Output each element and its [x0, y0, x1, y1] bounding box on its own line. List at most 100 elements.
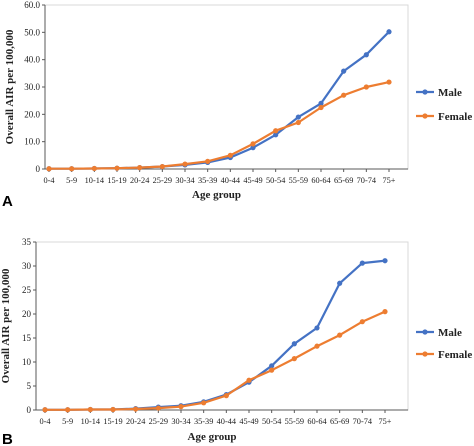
chart-2-data-point-female — [178, 404, 184, 410]
chart-2-series-line-male — [45, 259, 386, 411]
chart-1-data-point-female — [363, 84, 369, 90]
chart-1-y-tick-label: 30.0 — [24, 82, 40, 92]
chart-1-y-tick-label: 20.0 — [24, 109, 40, 119]
chart-2-legend-marker-female — [422, 351, 428, 357]
chart-2-data-point-female — [155, 405, 161, 411]
chart-2-x-tick-label: 50-54 — [262, 417, 282, 426]
chart-1-data-point-female — [114, 165, 120, 171]
chart-2-x-tick-label: 25-29 — [149, 417, 168, 426]
chart-2-y-tick-label: 10 — [22, 357, 32, 367]
chart-1-y-axis-label: Overall AIR per 100,000 — [4, 29, 16, 144]
chart-2-x-tick-label: 20-24 — [126, 417, 146, 426]
chart-1-x-tick-label: 20-24 — [130, 176, 150, 185]
chart-2-y-tick-label: 15 — [22, 333, 32, 343]
chart-2-x-tick-label: 15-19 — [103, 417, 122, 426]
chart-2-panel-label: B — [2, 431, 13, 446]
chart-2-x-tick-label: 75+ — [379, 417, 392, 426]
chart-2-x-tick-label: 65-69 — [330, 417, 349, 426]
chart-1-data-point-female — [69, 166, 75, 172]
chart-1-x-tick-label: 5-9 — [66, 176, 77, 185]
chart-2-data-point-female — [223, 393, 229, 399]
chart-1-data-point-male — [363, 52, 369, 58]
chart-2-data-point-male — [382, 258, 388, 264]
chart-2-legend-label-male: Male — [438, 327, 462, 339]
chart-1-data-point-female — [159, 163, 165, 170]
chart-1-data-point-female — [46, 166, 52, 172]
chart-1-plot-frame — [44, 4, 409, 170]
chart-2-x-axis-label: Age group — [188, 431, 237, 443]
chart-1-legend-label-male: Male — [438, 87, 462, 99]
chart-2-x-tick-label: 55-59 — [285, 417, 304, 426]
chart-2-y-tick-label: 0 — [27, 405, 32, 415]
chart-2-legend-label-female: Female — [438, 349, 472, 361]
chart-1-y-tick-label: 40.0 — [24, 55, 40, 65]
chart-1-data-point-female — [91, 165, 97, 172]
chart-1-series-line-female — [49, 81, 390, 170]
chart-2-y-axis-label: Overall AIR per 100,000 — [0, 268, 12, 383]
chart-1-x-tick-label: 10-14 — [85, 176, 105, 185]
chart-2-data-point-male — [337, 280, 343, 286]
chart-2-x-tick-label: 35-39 — [194, 417, 213, 426]
chart-1-x-tick-label: 35-39 — [198, 176, 217, 185]
chart-2-data-point-male — [291, 341, 297, 347]
chart-1-data-point-female — [250, 141, 256, 147]
chart-2-data-point-female — [382, 309, 388, 315]
chart-1-x-tick-label: 60-64 — [311, 176, 331, 185]
chart-1-x-tick-label: 40-44 — [221, 176, 241, 185]
chart-1-x-tick-label: 45-49 — [243, 176, 262, 185]
chart-2-y-tick-label: 25 — [22, 285, 32, 295]
chart-1-x-tick-label: 0-4 — [43, 176, 55, 185]
chart-1-data-point-male — [341, 68, 347, 74]
chart-2-data-point-female — [291, 356, 297, 362]
chart-2-data-point-female — [133, 406, 139, 412]
chart-1-data-point-female — [386, 79, 392, 85]
chart-2-data-point-female — [87, 406, 93, 413]
chart-1-y-tick-label: 50.0 — [24, 27, 40, 37]
chart-1-x-tick-label: 65-69 — [334, 176, 353, 185]
chart-1-x-tick-label: 55-59 — [289, 176, 308, 185]
chart-1-data-point-female — [182, 161, 188, 167]
chart-1-x-tick-label: 25-29 — [153, 176, 172, 185]
chart-1-series-line-male — [49, 31, 390, 170]
chart-2-x-tick-label: 70-74 — [353, 417, 373, 426]
chart-1-data-point-male — [318, 100, 324, 106]
chart-2-y-tick-label: 30 — [22, 261, 32, 271]
chart-2-plot-frame — [35, 241, 409, 411]
chart-2-y-tick-label: 35 — [22, 237, 32, 247]
chart-1-legend-marker-female — [422, 113, 428, 119]
chart-2-data-point-female — [246, 377, 252, 383]
chart-1-x-tick-label: 50-54 — [266, 176, 286, 185]
chart-1-legend-label-female: Female — [438, 111, 472, 123]
chart-1-y-tick-label: 0 — [36, 164, 41, 174]
chart-2-x-tick-label: 5-9 — [62, 417, 73, 426]
chart-2-data-point-female — [269, 367, 275, 373]
chart-1-data-point-female — [318, 104, 324, 111]
chart-2-data-point-male — [359, 260, 365, 266]
chart-1-data-point-female — [273, 128, 279, 134]
chart-2-y-tick-label: 5 — [27, 381, 32, 391]
chart-2-data-point-female — [314, 343, 320, 349]
chart-2-data-point-female — [201, 400, 207, 406]
chart-1-data-point-male — [273, 132, 279, 138]
chart-1-legend-marker-male — [422, 89, 428, 95]
chart-2-y-tick-label: 20 — [22, 309, 32, 319]
chart-2-x-tick-label: 45-49 — [239, 417, 258, 426]
chart-1-data-point-male — [295, 114, 301, 120]
chart-2-x-tick-label: 40-44 — [217, 417, 237, 426]
chart-2-data-point-female — [65, 407, 71, 413]
chart-1-data-point-male — [250, 145, 256, 151]
chart-2-data-point-female — [42, 407, 48, 413]
chart-1-data-point-female — [205, 158, 211, 164]
chart-2-series-line-female — [45, 310, 386, 411]
chart-1-data-point-female — [227, 152, 233, 158]
chart-1-data-point-female — [295, 119, 301, 126]
chart-1-x-tick-label: 70-74 — [357, 176, 377, 185]
chart-2-x-tick-label: 10-14 — [81, 417, 101, 426]
chart-1-panel-label: A — [2, 193, 13, 210]
chart-1-y-tick-label: 60.0 — [24, 0, 40, 10]
chart-1-data-point-female — [341, 92, 347, 98]
chart-1-x-axis-label: Age group — [192, 189, 241, 201]
chart-2-data-point-male — [314, 325, 320, 331]
chart-2-x-tick-label: 0-4 — [39, 417, 51, 426]
